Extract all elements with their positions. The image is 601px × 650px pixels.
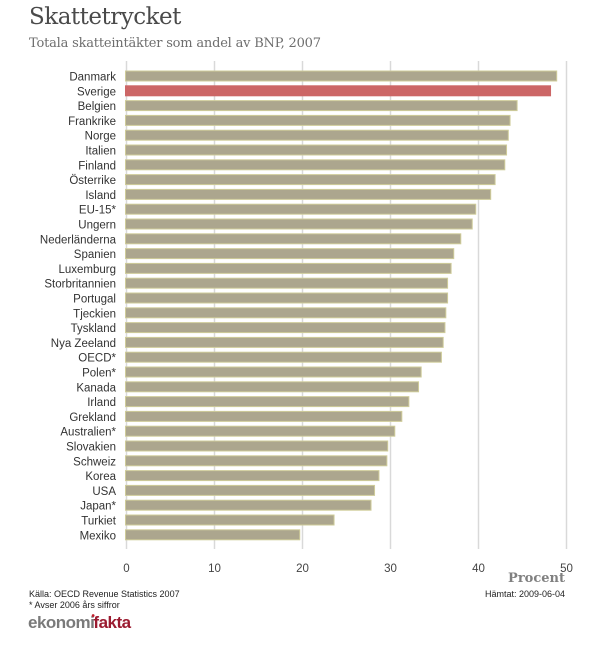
x-axis-label: Procent	[508, 571, 565, 586]
bar-frankrike	[125, 114, 511, 126]
bar-mexiko	[125, 529, 301, 541]
category-label: Irland	[87, 397, 116, 409]
x-tick-label: 30	[384, 563, 397, 575]
category-label: Portugal	[73, 294, 116, 306]
category-label: Slovakien	[66, 442, 116, 454]
category-label: Schweiz	[73, 456, 116, 468]
x-tick-labels: 0 10 20 30 40 50	[123, 563, 573, 575]
bar-nya-zeeland	[125, 336, 444, 348]
category-label: Polen*	[82, 368, 116, 380]
bar-kanada	[125, 381, 420, 393]
bar-nederländerna	[125, 233, 462, 245]
bar-grekland	[125, 410, 403, 422]
footnote-text: * Avser 2006 års siffror	[29, 600, 120, 610]
bar-finland	[125, 159, 506, 171]
bar-slovakien	[125, 440, 389, 452]
gridlines	[125, 61, 568, 549]
bar-belgien	[125, 100, 518, 112]
bars	[125, 70, 558, 541]
category-label: Turkiet	[81, 516, 117, 528]
bar-eu-15-	[125, 203, 477, 215]
bar-japan-	[125, 499, 372, 511]
category-label: Frankrike	[68, 116, 116, 128]
bar-italien	[125, 144, 508, 156]
category-label: OECD*	[78, 353, 116, 365]
x-tick-label: 40	[472, 563, 485, 575]
category-label: Korea	[85, 471, 116, 483]
category-label: Luxemburg	[58, 264, 116, 276]
retrieved-date: Hämtat: 2009-06-04	[484, 589, 565, 599]
bar-danmark	[125, 70, 558, 82]
logo-text-ekonomi: ekonomi	[28, 613, 95, 632]
logo-text-fakta: fakta	[93, 613, 131, 632]
bar-storbritannien	[125, 277, 449, 289]
bar-tyskland	[125, 322, 446, 334]
bar-tjeckien	[125, 307, 447, 319]
bar-schweiz	[125, 455, 388, 467]
bar-usa	[125, 484, 376, 496]
x-tick-label: 0	[123, 563, 129, 575]
bar-portugal	[125, 292, 449, 304]
category-label: USA	[92, 486, 116, 498]
source-note: Källa: OECD Revenue Statistics 2007 * Av…	[29, 589, 180, 611]
category-label: Kanada	[76, 382, 116, 394]
bar-irland	[125, 396, 410, 408]
bar-norge	[125, 129, 509, 141]
x-tick-label: 10	[208, 563, 221, 575]
chart-subtitle: Totala skatteintäkter som andel av BNP, …	[29, 36, 321, 51]
x-tick-label: 50	[560, 563, 573, 575]
bar-sverige	[125, 85, 552, 97]
category-label: Ungern	[78, 220, 116, 232]
bar-ungern	[125, 218, 473, 230]
category-label: Mexiko	[80, 530, 116, 542]
bar-australien-	[125, 425, 396, 437]
category-label: Nederländerna	[40, 234, 117, 246]
category-label: Italien	[85, 146, 116, 158]
category-label: Tyskland	[71, 323, 116, 335]
logo-dot-icon: •	[91, 611, 95, 622]
category-label: Nya Zeeland	[51, 338, 116, 350]
category-label: Norge	[85, 131, 116, 143]
category-labels: Danmark Sverige Belgien Frankrike Norge Itali…	[40, 72, 117, 543]
category-label: EU-15*	[79, 205, 117, 217]
bar-island	[125, 188, 492, 200]
ekonomifakta-logo: ekonomi•fakta	[28, 611, 131, 633]
category-label: Finland	[78, 160, 116, 172]
category-label: Belgien	[78, 101, 116, 113]
category-label: Island	[85, 190, 116, 202]
x-tick-label: 20	[296, 563, 309, 575]
bar-luxemburg	[125, 262, 452, 274]
category-label: Danmark	[69, 72, 116, 84]
chart-title: Skattetrycket	[29, 4, 181, 30]
bar-polen-	[125, 366, 422, 378]
bar-oecd-	[125, 351, 442, 363]
category-label: Österrike	[69, 175, 116, 187]
category-label: Tjeckien	[73, 308, 116, 320]
category-label: Japan*	[80, 501, 116, 513]
bar-spanien	[125, 248, 455, 260]
category-label: Australien*	[60, 427, 116, 439]
source-text: Källa: OECD Revenue Statistics 2007	[29, 589, 180, 599]
category-label: Grekland	[69, 412, 116, 424]
category-label: Storbritannien	[44, 279, 116, 291]
bar-turkiet	[125, 514, 335, 526]
bar-österrike	[125, 174, 496, 186]
category-label: Sverige	[77, 86, 116, 98]
bar-korea	[125, 470, 380, 482]
category-label: Spanien	[74, 249, 116, 261]
